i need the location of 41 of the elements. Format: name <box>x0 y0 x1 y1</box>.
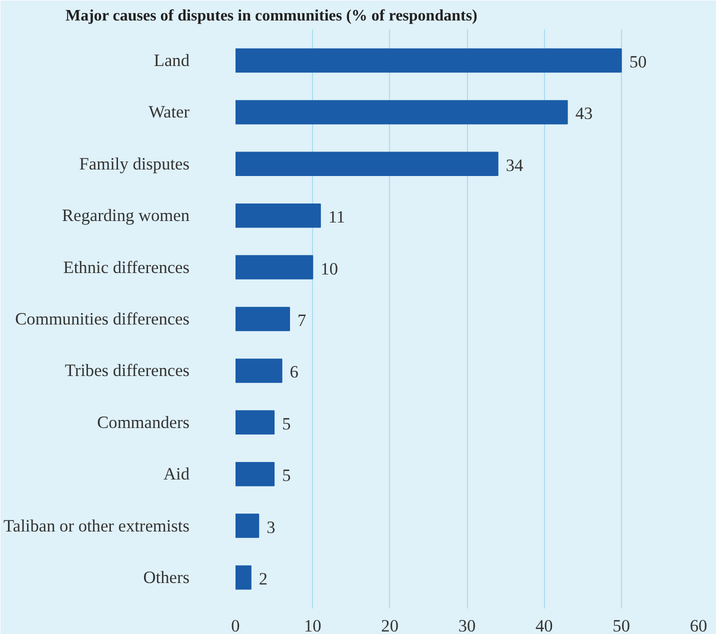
x-tick-label: 10 <box>304 616 322 634</box>
y-tick-label: Taliban or other extremists <box>4 516 190 536</box>
data-label: 50 <box>629 52 647 72</box>
bar <box>236 358 282 383</box>
bar <box>236 410 275 435</box>
x-tick-label: 60 <box>690 616 708 634</box>
data-label: 7 <box>298 311 307 330</box>
data-label: 34 <box>506 156 524 175</box>
data-label: 5 <box>282 466 291 486</box>
y-tick-label: Aid <box>164 464 190 484</box>
bar <box>236 48 622 73</box>
bar <box>236 100 568 124</box>
y-tick-label: Commanders <box>97 412 190 432</box>
y-tick-label: Regarding women <box>62 206 190 226</box>
y-tick-label: Water <box>148 102 190 122</box>
bar <box>236 514 260 538</box>
bar <box>236 306 290 332</box>
y-tick-label: Ethnic differences <box>63 258 190 277</box>
data-label: 2 <box>258 569 268 588</box>
data-label: 11 <box>328 208 346 227</box>
bar <box>236 565 252 590</box>
data-label: 5 <box>282 414 291 434</box>
data-label: 43 <box>575 104 593 124</box>
x-tick-label: 50 <box>612 616 630 634</box>
y-tick-label: Tribes differences <box>64 361 190 380</box>
data-label: 6 <box>290 362 299 382</box>
bar <box>236 203 321 228</box>
chart-title: Major causes of disputes in communities (% of respondants) <box>66 8 478 24</box>
data-label: 3 <box>266 518 276 537</box>
bar <box>236 152 498 176</box>
bar <box>236 255 314 280</box>
x-tick-label: 0 <box>231 616 240 634</box>
y-tick-label: Others <box>143 568 190 587</box>
y-tick-label: Family disputes <box>79 154 190 174</box>
x-tick-label: 30 <box>458 616 476 634</box>
y-tick-label: Land <box>154 51 190 70</box>
x-tick-label: 40 <box>536 616 553 634</box>
data-label: 10 <box>320 259 338 278</box>
bar <box>236 462 275 486</box>
x-tick-label: 20 <box>381 616 398 634</box>
y-tick-label: Communities differences <box>15 310 190 328</box>
